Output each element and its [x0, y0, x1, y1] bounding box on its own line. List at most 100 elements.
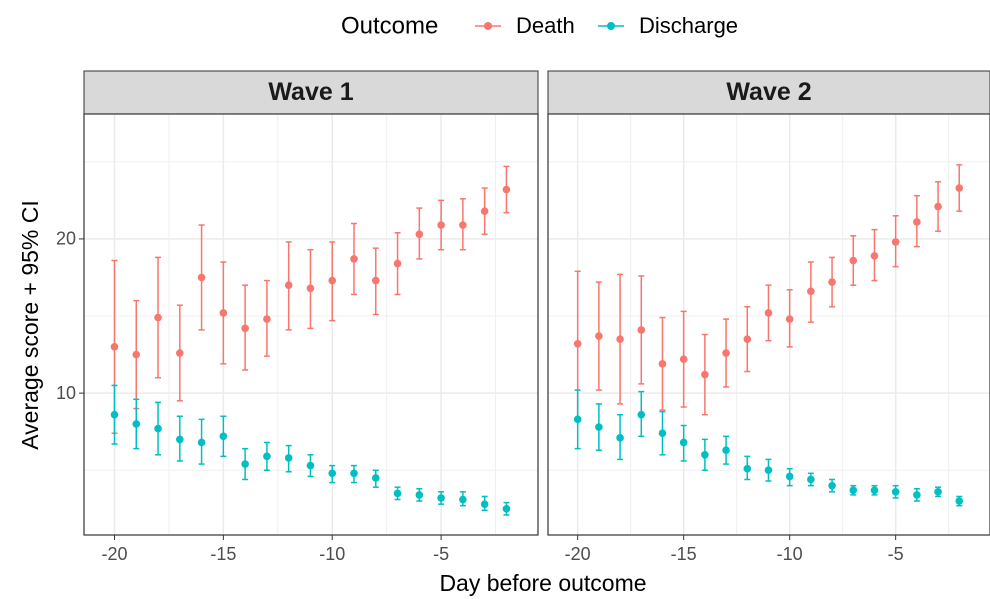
- legend-key-point: [607, 22, 615, 30]
- legend-label: Death: [516, 13, 575, 38]
- point: [306, 284, 315, 293]
- point: [154, 424, 162, 433]
- y-tick-label: 10: [56, 383, 76, 403]
- point: [110, 343, 119, 351]
- point: [459, 221, 467, 229]
- point: [743, 335, 752, 343]
- point: [459, 495, 467, 504]
- x-tick-label: -5: [433, 544, 449, 564]
- point: [415, 491, 424, 499]
- point: [870, 252, 879, 260]
- point: [328, 276, 337, 285]
- point: [350, 255, 358, 263]
- point: [595, 423, 603, 431]
- strip: [83, 70, 539, 115]
- point: [913, 218, 921, 226]
- point: [595, 332, 603, 340]
- point: [415, 230, 424, 239]
- point: [785, 315, 794, 323]
- x-tick-label: -10: [777, 544, 803, 564]
- point: [722, 349, 730, 357]
- point: [110, 410, 119, 419]
- point: [219, 309, 228, 317]
- point: [393, 259, 402, 268]
- point: [284, 454, 293, 462]
- strip: [547, 70, 990, 115]
- point: [176, 435, 184, 444]
- point: [891, 238, 900, 246]
- point: [870, 486, 879, 495]
- point: [785, 472, 794, 481]
- point: [658, 360, 667, 368]
- point: [891, 488, 900, 496]
- point: [913, 491, 921, 499]
- y-axis-label: Average score + 95% CI: [17, 200, 43, 450]
- point: [722, 446, 730, 454]
- point: [263, 315, 271, 323]
- point: [219, 432, 228, 441]
- point: [637, 410, 646, 419]
- point: [480, 500, 489, 508]
- point: [573, 415, 582, 424]
- point: [132, 350, 141, 359]
- point: [616, 434, 624, 442]
- point: [197, 273, 206, 282]
- point: [437, 221, 445, 229]
- point: [573, 339, 582, 348]
- x-tick-label: -10: [319, 544, 345, 564]
- point: [616, 335, 624, 343]
- point: [480, 207, 489, 215]
- legend-label: Discharge: [639, 13, 738, 38]
- point: [393, 489, 402, 498]
- point: [934, 202, 942, 211]
- point: [849, 256, 858, 265]
- point: [764, 466, 773, 475]
- strip-title: Wave 1: [268, 78, 353, 106]
- point: [371, 276, 380, 285]
- point: [437, 494, 445, 502]
- point: [934, 488, 942, 496]
- point: [828, 278, 836, 286]
- point: [176, 349, 184, 357]
- point: [955, 184, 964, 192]
- point: [764, 309, 773, 317]
- x-tick-label: -15: [210, 544, 236, 564]
- point: [132, 420, 141, 428]
- x-tick-label: -5: [888, 544, 904, 564]
- point: [502, 504, 511, 513]
- point: [743, 464, 752, 473]
- legend-title: Outcome: [341, 12, 438, 39]
- point: [828, 481, 836, 490]
- point: [679, 438, 688, 447]
- point: [197, 438, 206, 447]
- point: [849, 486, 858, 495]
- point: [306, 461, 315, 470]
- point: [154, 313, 162, 322]
- strip-title: Wave 2: [726, 78, 811, 106]
- x-tick-label: -20: [565, 544, 591, 564]
- point: [263, 452, 271, 461]
- point: [701, 451, 709, 459]
- legend-key-point: [484, 22, 492, 30]
- x-axis-label: Day before outcome: [439, 570, 646, 596]
- point: [371, 474, 380, 482]
- point: [807, 287, 815, 296]
- point: [241, 460, 249, 468]
- point: [679, 355, 688, 363]
- x-tick-label: -20: [101, 544, 127, 564]
- panel-border: [547, 113, 990, 536]
- point: [284, 281, 293, 289]
- point: [350, 469, 358, 478]
- y-tick-label: 20: [56, 229, 76, 249]
- point: [241, 324, 249, 333]
- point: [955, 497, 964, 505]
- x-tick-label: -15: [671, 544, 697, 564]
- point: [328, 469, 337, 478]
- panel-border: [83, 113, 539, 536]
- point: [701, 370, 709, 379]
- point: [807, 475, 815, 484]
- point: [658, 429, 667, 438]
- point: [637, 326, 646, 334]
- point: [502, 185, 511, 194]
